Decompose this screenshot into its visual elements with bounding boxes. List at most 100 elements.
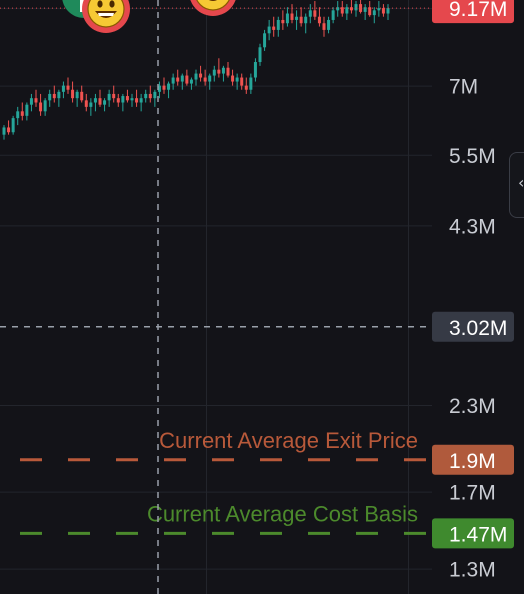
candle-body	[125, 96, 129, 101]
candle-body	[203, 77, 207, 82]
candle-body	[340, 7, 344, 14]
candle-body	[162, 85, 166, 90]
candle-body	[336, 7, 340, 11]
candle-body	[176, 77, 180, 82]
candle-body	[368, 7, 372, 16]
candle-body	[148, 93, 152, 99]
candle-body	[130, 98, 134, 101]
reference-line-label: Current Average Exit Price	[159, 428, 418, 453]
candle-body	[121, 96, 125, 103]
candle-body	[299, 16, 303, 24]
candle-body	[381, 8, 385, 14]
candle-body	[240, 77, 244, 86]
candle-body	[57, 91, 61, 99]
price-tag-label: 1.9M	[449, 450, 496, 473]
candle-body	[327, 19, 331, 30]
grid-lines	[0, 0, 432, 594]
candle-body	[89, 102, 93, 107]
candle-body	[212, 69, 216, 76]
candle-body	[322, 23, 326, 30]
trade-markers	[62, 0, 237, 33]
candle-body	[139, 98, 143, 103]
candle-body	[290, 13, 294, 20]
candle-body	[253, 62, 257, 78]
candle-body	[11, 118, 15, 133]
candle-body	[285, 13, 289, 24]
candle-body	[7, 127, 11, 133]
price-tag-label: 3.02M	[449, 317, 507, 340]
candles	[2, 0, 390, 140]
candle-body	[80, 91, 84, 101]
candle-body	[281, 19, 285, 24]
reference-line-label: Current Average Cost Basis	[147, 501, 418, 526]
candle-body	[377, 8, 381, 11]
price-tag	[432, 0, 514, 24]
smiley-face-icon[interactable]	[189, 0, 237, 16]
candle-body	[112, 93, 116, 99]
candle-body	[372, 10, 376, 16]
candle-body	[43, 100, 47, 112]
candle-body	[308, 10, 312, 17]
candle-body	[313, 10, 317, 17]
candle-body	[34, 98, 38, 103]
candle-body	[199, 73, 203, 78]
chevron-left-icon: ‹	[518, 173, 524, 192]
candle-body	[189, 79, 193, 84]
candle-body	[217, 69, 221, 74]
candle-body	[25, 104, 29, 116]
candle-body	[84, 100, 88, 107]
candle-body	[263, 33, 267, 48]
candle-body	[20, 111, 24, 116]
candle-body	[349, 7, 353, 11]
candle-body	[258, 47, 262, 63]
candle-body	[226, 67, 230, 76]
candle-body	[235, 77, 239, 82]
price-tag	[432, 444, 514, 475]
candle-body	[16, 111, 20, 119]
candle-body	[103, 100, 107, 105]
candle-body	[185, 75, 189, 84]
candle-body	[249, 77, 253, 90]
candle-body	[29, 98, 33, 105]
y-tick-label: 5.5M	[449, 145, 496, 168]
candle-body	[107, 93, 111, 101]
candle-body	[116, 98, 120, 103]
candle-body	[93, 98, 97, 103]
candle-body	[52, 93, 56, 99]
candle-body	[272, 26, 276, 30]
crosshair	[0, 0, 432, 594]
candle-body	[66, 85, 70, 90]
smiley-face-icon[interactable]	[82, 0, 130, 33]
candle-body	[194, 73, 198, 80]
candle-body	[71, 89, 75, 99]
candle-body	[363, 7, 367, 12]
candle-body	[75, 91, 79, 99]
side-panel-toggle[interactable]: ‹	[509, 152, 524, 218]
candle-body	[180, 75, 184, 82]
candle-body	[48, 93, 52, 101]
candle-body	[386, 8, 390, 14]
y-tick-label: 7M	[449, 76, 478, 99]
y-tick-label: 2.3M	[449, 395, 496, 418]
candle-body	[208, 75, 212, 82]
candle-body	[221, 67, 225, 74]
candle-body	[267, 26, 271, 34]
candle-body	[153, 91, 157, 99]
price-axis[interactable]: 9.17M 7M 5.5M 4.3M 3.02M 2.3M 1.9M 1.7M 1.47M 1.3…	[432, 0, 514, 582]
candle-body	[171, 77, 175, 84]
candle-body	[231, 75, 235, 82]
price-tag	[432, 518, 514, 549]
y-tick-label: 4.3M	[449, 215, 496, 238]
candle-body	[144, 93, 148, 99]
y-tick-label: 1.7M	[449, 482, 496, 505]
price-tag	[432, 311, 514, 342]
candle-body	[135, 98, 139, 103]
candle-body	[39, 102, 43, 112]
candle-body	[331, 10, 335, 20]
price-tag-label: 9.17M	[449, 0, 507, 21]
candle-body	[244, 85, 248, 90]
candle-body	[304, 16, 308, 24]
candle-body	[61, 85, 65, 92]
candle-body	[167, 83, 171, 90]
